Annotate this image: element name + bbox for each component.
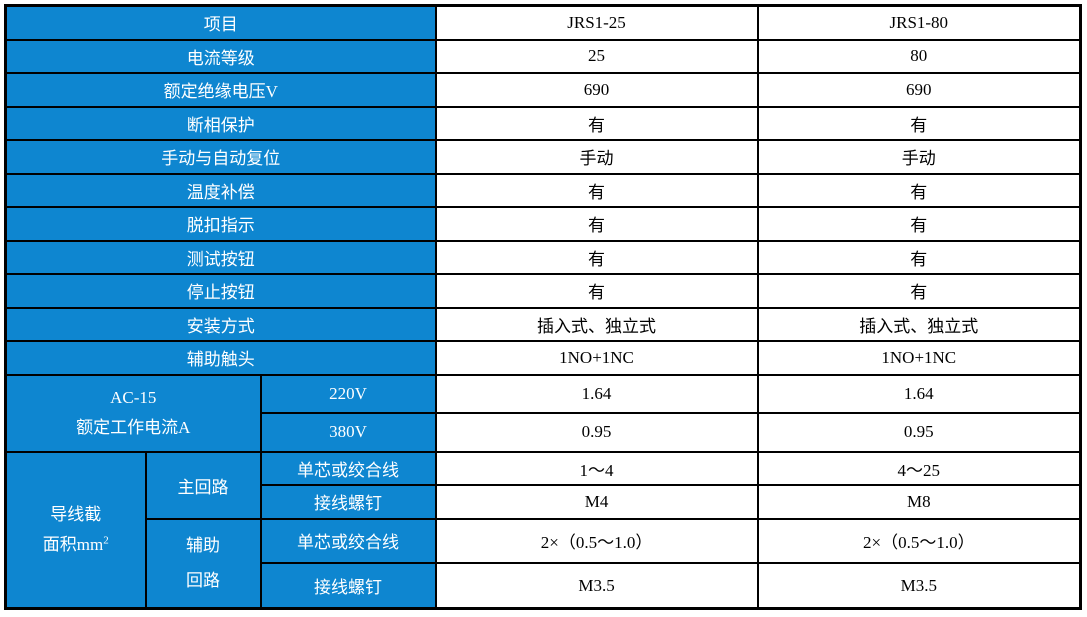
table-row: 停止按钮 有 有 xyxy=(4,273,1082,309)
row-label-auxiliary-contact: 辅助触头 xyxy=(4,340,437,376)
value-cell: 80 xyxy=(756,38,1082,75)
table-row: 温度补偿 有 有 xyxy=(4,172,1082,209)
wire-label-superscript: 2 xyxy=(103,534,109,547)
value-cell: 有 xyxy=(756,105,1082,142)
row-label-rated-insulation-voltage: 额定绝缘电压V xyxy=(4,72,437,108)
row-label-phase-failure-protection: 断相保护 xyxy=(4,105,437,142)
ac15-rated-current-label: AC-15 额定工作电流A xyxy=(4,373,262,453)
model-column-jrs1-80: JRS1-80 xyxy=(756,4,1082,41)
value-cell: 2×（0.5～1.0） xyxy=(756,517,1082,565)
sub-row-terminal-screw: 接线螺钉 xyxy=(259,484,437,520)
row-label-mounting-type: 安装方式 xyxy=(4,306,437,343)
value-cell: 插入式、独立式 xyxy=(434,306,759,343)
auxiliary-circuit-label-line2: 回路 xyxy=(186,571,220,591)
wire-cross-section-label: 导线截 面积mm2 xyxy=(4,450,147,610)
row-label-test-button: 测试按钮 xyxy=(4,239,437,276)
value-cell: 0.95 xyxy=(434,412,759,453)
table-row: 接线螺钉 M4 M8 xyxy=(6,484,1082,520)
value-cell: M3.5 xyxy=(756,562,1082,610)
sub-row-220v: 220V xyxy=(259,373,437,415)
value-cell: 插入式、独立式 xyxy=(756,306,1082,343)
value-cell: 690 xyxy=(434,72,759,108)
wire-label-line2: 面积mm2 xyxy=(8,530,144,560)
table-row: 项目 JRS1-25 JRS1-80 xyxy=(4,4,1082,41)
group-main-circuit: 主回路 xyxy=(144,450,262,520)
value-cell: 有 xyxy=(756,239,1082,276)
ac15-label-line2: 额定工作电流A xyxy=(76,418,191,438)
sub-row-terminal-screw: 接线螺钉 xyxy=(259,562,437,610)
value-cell: 1.64 xyxy=(756,373,1082,415)
relay-spec-table: 项目 JRS1-25 JRS1-80 电流等级 25 80 额定绝缘电压V 69… xyxy=(4,4,1083,610)
row-label-trip-indication: 脱扣指示 xyxy=(4,206,437,242)
value-cell: 1.64 xyxy=(434,373,759,415)
value-cell: 1～4 xyxy=(434,450,759,487)
value-cell: M3.5 xyxy=(434,562,759,610)
sub-row-single-or-stranded-wire: 单芯或绞合线 xyxy=(259,517,437,565)
table-row: 电流等级 25 80 xyxy=(4,38,1082,75)
table-row: 接线螺钉 M3.5 M3.5 xyxy=(6,562,1082,610)
value-cell: 690 xyxy=(756,72,1082,108)
row-label-stop-button: 停止按钮 xyxy=(4,273,437,309)
table-row: 测试按钮 有 有 xyxy=(4,239,1082,276)
value-cell: M4 xyxy=(434,484,759,520)
wire-label-line2-text: 面积mm xyxy=(42,534,104,554)
table-row: 脱扣指示 有 有 xyxy=(4,206,1082,242)
table-row: 380V 0.95 0.95 xyxy=(6,412,1082,453)
wire-label-line1: 导线截 xyxy=(50,504,102,524)
value-cell: 1NO+1NC xyxy=(756,340,1082,376)
value-cell: 手动 xyxy=(756,139,1082,175)
ac15-label-line1: AC-15 xyxy=(110,388,157,408)
value-cell: 0.95 xyxy=(756,412,1082,453)
table-row: 额定绝缘电压V 690 690 xyxy=(4,72,1082,108)
sub-row-single-or-stranded-wire: 单芯或绞合线 xyxy=(259,450,437,487)
value-cell: 有 xyxy=(756,273,1082,309)
value-cell: M8 xyxy=(756,484,1082,520)
value-cell: 有 xyxy=(434,105,759,142)
value-cell: 25 xyxy=(434,38,759,75)
auxiliary-circuit-label-line1: 辅助 xyxy=(186,536,220,556)
table-row: 手动与自动复位 手动 手动 xyxy=(4,139,1082,175)
row-label-current-class: 电流等级 xyxy=(4,38,437,75)
table-row: 辅助 回路 单芯或绞合线 2×（0.5～1.0） 2×（0.5～1.0） xyxy=(6,517,1082,610)
value-cell: 有 xyxy=(434,239,759,276)
table-row: 导线截 面积mm2 主回路 单芯或绞合线 1～4 4～25 xyxy=(4,450,1082,610)
header-item-cell: 项目 xyxy=(4,4,437,41)
row-label-temperature-compensation: 温度补偿 xyxy=(4,172,437,209)
table-row: 辅助触头 1NO+1NC 1NO+1NC xyxy=(4,340,1082,376)
value-cell: 手动 xyxy=(434,139,759,175)
table-row: 安装方式 插入式、独立式 插入式、独立式 xyxy=(4,306,1082,343)
value-cell: 有 xyxy=(434,172,759,209)
value-cell: 2×（0.5～1.0） xyxy=(434,517,759,565)
value-cell: 有 xyxy=(434,273,759,309)
table-row: AC-15 额定工作电流A 220V 1.64 1.64 xyxy=(4,373,1082,453)
row-label-manual-auto-reset: 手动与自动复位 xyxy=(4,139,437,175)
value-cell: 有 xyxy=(756,206,1082,242)
table-row: 断相保护 有 有 xyxy=(4,105,1082,142)
value-cell: 4～25 xyxy=(756,450,1082,487)
value-cell: 1NO+1NC xyxy=(434,340,759,376)
value-cell: 有 xyxy=(756,172,1082,209)
value-cell: 有 xyxy=(434,206,759,242)
group-auxiliary-circuit: 辅助 回路 xyxy=(144,517,262,610)
model-column-jrs1-25: JRS1-25 xyxy=(434,4,759,41)
sub-row-380v: 380V xyxy=(259,412,437,453)
